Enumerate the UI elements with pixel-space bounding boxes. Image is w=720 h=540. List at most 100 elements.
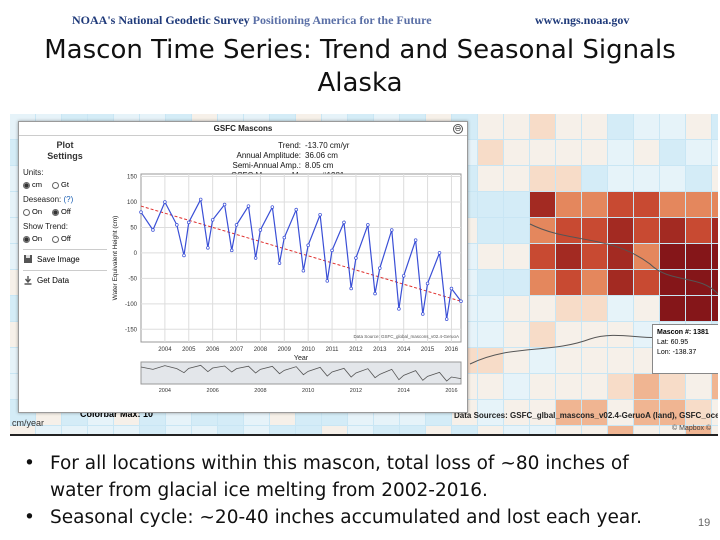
- bullet-icon: •: [24, 507, 35, 528]
- mascon-cell: [608, 400, 633, 425]
- data-point: [437, 251, 442, 255]
- mascon-popup[interactable]: Mascon #: 1381 Lat: 60.95 Lon: -138.37: [652, 324, 718, 374]
- popup-lon: Lon: -138.37: [657, 349, 697, 356]
- annual-value: 36.06 cm: [305, 151, 338, 160]
- colorbar-control[interactable]: Colorbar Max: 10: [80, 409, 153, 419]
- deseason-option-label: Off: [61, 207, 71, 216]
- settings-heading-1: Plot: [56, 140, 74, 150]
- deseason-help-link[interactable]: (?): [63, 195, 74, 204]
- page-number: 19: [698, 517, 711, 529]
- x-tick-label: 2013: [373, 347, 387, 353]
- bullet-list: • For all locations within this mascon, t…: [24, 450, 684, 531]
- mascon-cell: [712, 192, 718, 217]
- mascon-cell: [556, 296, 581, 321]
- data-point: [282, 235, 287, 240]
- data-point: [277, 261, 282, 265]
- mascon-cell: [712, 166, 718, 191]
- x-tick-label: 2015: [421, 347, 435, 353]
- data-point: [366, 223, 370, 227]
- mascon-cell: [374, 426, 399, 434]
- map-attribution[interactable]: © Mapbox ©: [672, 425, 712, 432]
- slide-title-line2: Alaska: [317, 68, 403, 98]
- mascon-cell: [634, 374, 659, 399]
- data-point: [163, 200, 167, 204]
- time-series-chart[interactable]: 150 100 50 0 -50 -100 -150 2004 2005 2006 2007 2008…: [107, 170, 467, 414]
- mascon-cell: [582, 322, 607, 347]
- y-axis-label: Water Equivalent Height (cm): [112, 216, 119, 301]
- mascon-cell: [478, 400, 503, 425]
- radio-icon: [23, 235, 30, 243]
- radio-icon: [23, 181, 30, 189]
- x-tick-label: 2008: [254, 347, 268, 353]
- mascon-cell: [530, 192, 555, 217]
- deseason-option-on[interactable]: On: [23, 207, 42, 216]
- radio-icon: [52, 235, 60, 243]
- mascon-cell: [504, 244, 529, 269]
- mascon-cell: [478, 166, 503, 191]
- x-tick-label: 2011: [326, 347, 340, 353]
- data-point: [270, 205, 275, 209]
- data-point: [301, 268, 306, 273]
- data-point: [175, 223, 179, 227]
- mascon-cell: [556, 218, 581, 243]
- units-option-label: Gt: [61, 180, 69, 189]
- mascon-cell: [608, 296, 633, 321]
- data-point: [325, 279, 330, 283]
- data-sources: Data Sources: GSFC_glbal_mascons_v02.4-G…: [454, 411, 718, 420]
- data-point: [222, 202, 227, 207]
- colorbar-value: 10: [143, 409, 154, 419]
- bullet-item: • Seasonal cycle: ~20-40 inches accumulat…: [24, 504, 684, 531]
- mascon-cell: [504, 348, 529, 373]
- trend-option-label: Off: [61, 234, 71, 243]
- deseason-option-off[interactable]: Off: [52, 207, 71, 216]
- get-data-button[interactable]: Get Data: [23, 270, 107, 285]
- mascon-cell: [660, 218, 685, 243]
- trend-value: -13.70 cm/yr: [305, 141, 350, 150]
- mascon-cell: [608, 322, 633, 347]
- mascon-cell: [114, 426, 139, 434]
- overview-line: [140, 364, 462, 382]
- save-image-button[interactable]: Save Image: [23, 249, 107, 264]
- overview-tick-label: 2008: [254, 388, 266, 394]
- data-point: [294, 207, 298, 212]
- trend-option-on[interactable]: On: [23, 234, 42, 243]
- mascon-cell: [660, 426, 685, 434]
- x-tick-label: 2012: [349, 347, 363, 353]
- trend-option-off[interactable]: Off: [52, 234, 71, 243]
- mascon-cell: [582, 270, 607, 295]
- data-point: [206, 246, 210, 250]
- units-option-gt[interactable]: Gt: [52, 180, 69, 189]
- data-point: [258, 228, 263, 232]
- x-tick-label: 2005: [182, 347, 196, 353]
- mascon-cell: [62, 426, 87, 434]
- mascon-cell: [608, 270, 633, 295]
- mascon-cell: [608, 374, 633, 399]
- data-point: [210, 218, 215, 222]
- overview-tick-label: 2012: [350, 388, 362, 394]
- overview-tick-label: 2010: [302, 388, 314, 394]
- data-point: [459, 299, 463, 304]
- mascon-cell: [712, 296, 718, 321]
- data-note: Data Source: GSFC_global_mascons_v02.4-G…: [353, 334, 459, 339]
- data-point: [151, 228, 155, 232]
- mascon-cell: [634, 192, 659, 217]
- mascon-cell: [478, 140, 503, 165]
- overview-tick-label: 2016: [445, 388, 457, 394]
- x-tick-label: 2006: [206, 347, 220, 353]
- data-point: [182, 253, 186, 258]
- units-option-cm[interactable]: cm: [23, 180, 42, 189]
- mascon-cell: [634, 270, 659, 295]
- mascon-cell: [608, 140, 633, 165]
- mascon-cell: [582, 192, 607, 217]
- mascon-cell: [556, 244, 581, 269]
- mascon-cell: [582, 114, 607, 139]
- trend-row: Trend: -13.70 cm/yr: [219, 141, 349, 151]
- mascon-cell: [634, 218, 659, 243]
- mascon-cell: [478, 348, 503, 373]
- mascon-cell: [530, 426, 555, 434]
- data-point: [229, 248, 234, 253]
- semi-value: 8.05 cm: [305, 161, 334, 170]
- close-icon[interactable]: ⊖: [453, 124, 463, 134]
- mascon-cell: [712, 114, 718, 139]
- mascon-cell: [634, 140, 659, 165]
